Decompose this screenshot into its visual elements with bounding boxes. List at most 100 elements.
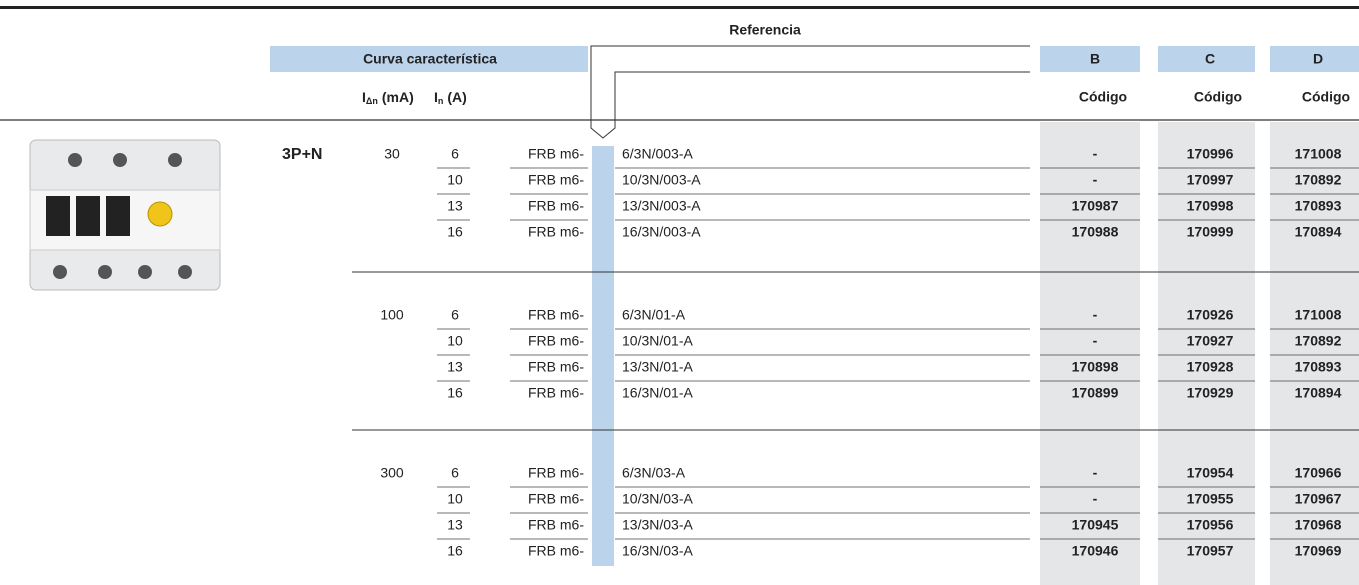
ref-prefix: FRB m6- bbox=[528, 465, 584, 481]
in-value: 13 bbox=[447, 198, 463, 214]
code: 170892 bbox=[1295, 333, 1342, 349]
ref-suffix: 13/3N/01-A bbox=[622, 359, 693, 375]
code: 170999 bbox=[1187, 224, 1234, 240]
product-image bbox=[29, 139, 221, 291]
in-value: 10 bbox=[447, 172, 463, 188]
code: 170998 bbox=[1187, 198, 1234, 214]
code: 170927 bbox=[1187, 333, 1234, 349]
code-label: Código bbox=[1194, 89, 1242, 105]
in-value: 16 bbox=[447, 224, 463, 240]
col-d-bg bbox=[1270, 122, 1359, 585]
code: 170987 bbox=[1072, 198, 1119, 214]
in-value: 16 bbox=[447, 543, 463, 559]
ref-prefix: FRB m6- bbox=[528, 224, 584, 240]
code: 170955 bbox=[1187, 491, 1234, 507]
in-value: 13 bbox=[447, 359, 463, 375]
idn-main: I bbox=[362, 89, 366, 105]
code: 170892 bbox=[1295, 172, 1342, 188]
ref-suffix: 6/3N/03-A bbox=[622, 465, 686, 481]
code: 170893 bbox=[1295, 359, 1342, 375]
code: 171008 bbox=[1295, 307, 1342, 323]
ref-suffix: 13/3N/03-A bbox=[622, 517, 693, 533]
col-c-band bbox=[1158, 46, 1255, 72]
ref-suffix: 16/3N/01-A bbox=[622, 385, 693, 401]
code: 170894 bbox=[1295, 224, 1342, 240]
code: 170968 bbox=[1295, 517, 1342, 533]
in-value: 10 bbox=[447, 491, 463, 507]
idn-sub: Δn bbox=[366, 96, 378, 106]
in-main: I bbox=[434, 89, 438, 105]
code: 171008 bbox=[1295, 146, 1342, 162]
ref-prefix: FRB m6- bbox=[528, 198, 584, 214]
ref-prefix: FRB m6- bbox=[528, 517, 584, 533]
ref-suffix: 10/3N/03-A bbox=[622, 491, 693, 507]
ref-prefix: FRB m6- bbox=[528, 146, 584, 162]
col-b-band bbox=[1040, 46, 1140, 72]
in-value: 6 bbox=[451, 465, 459, 481]
code: - bbox=[1093, 307, 1098, 323]
ref-prefix: FRB m6- bbox=[528, 333, 584, 349]
ref-column bbox=[592, 146, 614, 566]
column-name: B bbox=[1090, 51, 1100, 67]
code: - bbox=[1093, 465, 1098, 481]
in-value: 6 bbox=[451, 307, 459, 323]
ref-prefix: FRB m6- bbox=[528, 385, 584, 401]
idn-value: 30 bbox=[384, 146, 400, 162]
code-label: Código bbox=[1079, 89, 1127, 105]
code: 170954 bbox=[1187, 465, 1234, 481]
ref-arrow bbox=[590, 45, 1030, 139]
code: 170928 bbox=[1187, 359, 1234, 375]
in-value: 13 bbox=[447, 517, 463, 533]
code: 170967 bbox=[1295, 491, 1342, 507]
col-d-band bbox=[1270, 46, 1359, 72]
idn-label: IΔn (mA) bbox=[362, 89, 414, 107]
idn-value: 100 bbox=[380, 307, 404, 323]
in-label: In (A) bbox=[434, 89, 467, 107]
code: 170957 bbox=[1187, 543, 1234, 559]
code: 170894 bbox=[1295, 385, 1342, 401]
in-value: 6 bbox=[451, 146, 459, 162]
in-value: 10 bbox=[447, 333, 463, 349]
ref-prefix: FRB m6- bbox=[528, 359, 584, 375]
idn-unit: (mA) bbox=[382, 89, 414, 105]
ref-suffix: 6/3N/003-A bbox=[622, 146, 693, 162]
ref-suffix: 10/3N/003-A bbox=[622, 172, 701, 188]
code: 170969 bbox=[1295, 543, 1342, 559]
code: - bbox=[1093, 333, 1098, 349]
ref-suffix: 6/3N/01-A bbox=[622, 307, 686, 323]
ref-prefix: FRB m6- bbox=[528, 491, 584, 507]
code: 170988 bbox=[1072, 224, 1119, 240]
title: Referencia bbox=[729, 22, 801, 38]
column-name: D bbox=[1313, 51, 1323, 67]
in-unit: (A) bbox=[447, 89, 466, 105]
curve-band bbox=[270, 46, 588, 72]
poles: 3P+N bbox=[282, 146, 322, 163]
code: 170997 bbox=[1187, 172, 1234, 188]
ref-suffix: 13/3N/003-A bbox=[622, 198, 701, 214]
col-b-bg bbox=[1040, 122, 1140, 585]
code: 170946 bbox=[1072, 543, 1119, 559]
in-sub: n bbox=[438, 96, 444, 106]
ref-suffix: 16/3N/03-A bbox=[622, 543, 693, 559]
code: 170929 bbox=[1187, 385, 1234, 401]
code: 170996 bbox=[1187, 146, 1234, 162]
code: 170893 bbox=[1295, 198, 1342, 214]
code: - bbox=[1093, 146, 1098, 162]
idn-value: 300 bbox=[380, 465, 404, 481]
code: 170966 bbox=[1295, 465, 1342, 481]
top-rule bbox=[0, 6, 1359, 9]
code: 170899 bbox=[1072, 385, 1119, 401]
code: 170926 bbox=[1187, 307, 1234, 323]
ref-prefix: FRB m6- bbox=[528, 543, 584, 559]
code: 170898 bbox=[1072, 359, 1119, 375]
ref-suffix: 10/3N/01-A bbox=[622, 333, 693, 349]
col-c-bg bbox=[1158, 122, 1255, 585]
ref-suffix: 16/3N/003-A bbox=[622, 224, 701, 240]
code: 170956 bbox=[1187, 517, 1234, 533]
code-label: Código bbox=[1302, 89, 1350, 105]
code: - bbox=[1093, 491, 1098, 507]
ref-prefix: FRB m6- bbox=[528, 307, 584, 323]
in-value: 16 bbox=[447, 385, 463, 401]
ref-prefix: FRB m6- bbox=[528, 172, 584, 188]
